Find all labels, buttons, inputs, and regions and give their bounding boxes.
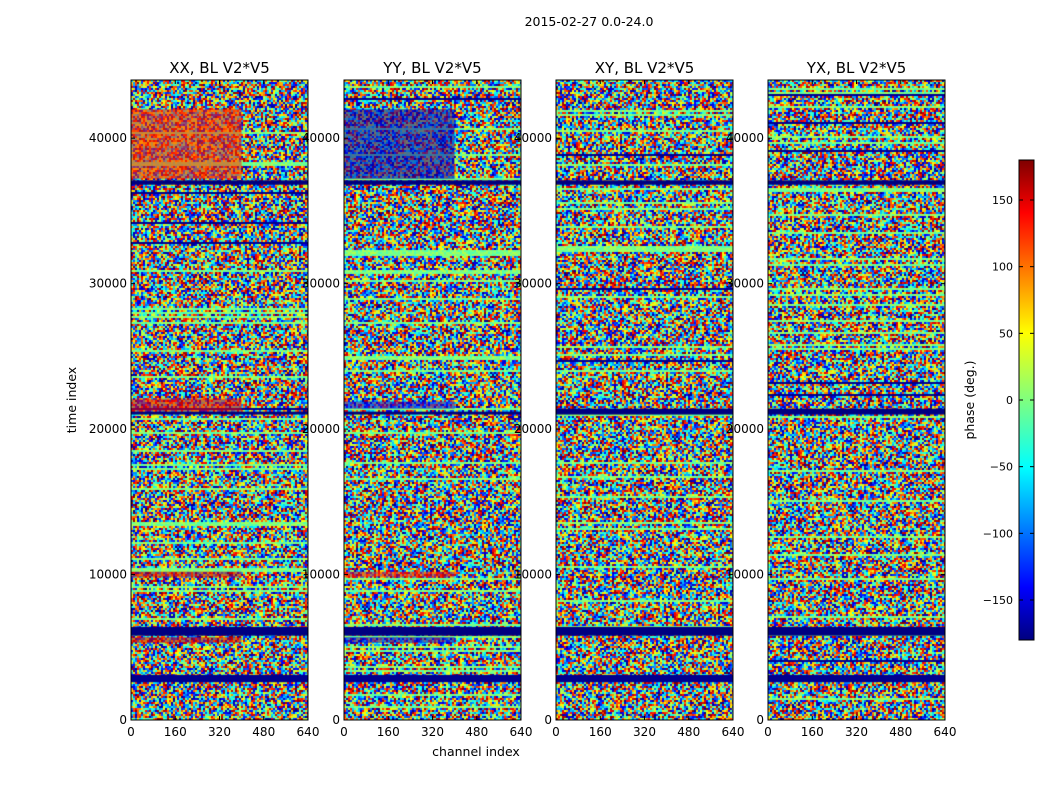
y-tick-label: 40000 — [302, 131, 340, 145]
colorbar-label: phase (deg.) — [962, 361, 977, 440]
panel-xx: XX, BL V2*V5 0 160 320 480 640 0 10000 20000 3000… — [89, 59, 320, 739]
panel-title: YX, BL V2*V5 — [806, 59, 907, 77]
figure-xlabel: channel index — [432, 744, 520, 759]
x-tick-label: 480 — [465, 725, 488, 739]
colorbar-tick-label: −100 — [983, 527, 1013, 540]
colorbar-tick-label: −50 — [990, 461, 1013, 474]
heatmap-image — [556, 80, 733, 720]
y-tick-label: 30000 — [302, 277, 340, 291]
colorbar-tick-label: 150 — [992, 194, 1013, 207]
colorbar-ticks: 150 100 50 0 −50 −100 −150 — [983, 194, 1034, 607]
colorbar-tick-label: 0 — [1006, 394, 1013, 407]
y-tick-label: 10000 — [514, 568, 552, 582]
x-tick-label: 320 — [845, 725, 868, 739]
y-tick-label: 10000 — [726, 568, 764, 582]
panel-title: XY, BL V2*V5 — [595, 59, 695, 77]
y-tick-label: 40000 — [726, 131, 764, 145]
x-tick-label: 480 — [252, 725, 275, 739]
y-tick-label: 10000 — [302, 568, 340, 582]
colorbar-tick-label: 50 — [999, 327, 1013, 340]
x-tick-label: 160 — [801, 725, 824, 739]
y-tick-label: 20000 — [302, 422, 340, 436]
x-tick-label: 160 — [377, 725, 400, 739]
y-tick-label: 20000 — [89, 422, 127, 436]
y-tick-label: 0 — [332, 713, 340, 727]
x-tick-label: 480 — [677, 725, 700, 739]
colorbar-tick-label: 100 — [992, 261, 1013, 274]
x-tick-label: 480 — [889, 725, 912, 739]
heatmap-image — [768, 80, 945, 720]
x-tick-label: 640 — [297, 725, 320, 739]
x-tick-label: 0 — [552, 725, 560, 739]
x-tick-label: 0 — [127, 725, 135, 739]
x-tick-label: 0 — [764, 725, 772, 739]
y-tick-label: 0 — [756, 713, 764, 727]
y-tick-label: 0 — [119, 713, 127, 727]
y-tick-label: 30000 — [726, 277, 764, 291]
panel-title: YY, BL V2*V5 — [382, 59, 481, 77]
x-tick-label: 640 — [934, 725, 957, 739]
colorbar-tick-label: −150 — [983, 594, 1013, 607]
figure-ylabel: time index — [64, 367, 79, 433]
panel-xy: XY, BL V2*V5 0 160 320 480 640 0 10000 20000 3000… — [514, 59, 745, 739]
y-tick-label: 30000 — [89, 277, 127, 291]
heatmap-panels: XX, BL V2*V5 0 160 320 480 640 0 10000 20000 3000… — [89, 59, 957, 739]
x-tick-label: 640 — [722, 725, 745, 739]
y-tick-label: 40000 — [514, 131, 552, 145]
x-tick-label: 640 — [510, 725, 533, 739]
y-tick-label: 30000 — [514, 277, 552, 291]
panel-yy: YY, BL V2*V5 0 160 320 480 640 0 10000 20000 3000… — [302, 59, 533, 739]
x-tick-label: 320 — [421, 725, 444, 739]
x-tick-label: 320 — [633, 725, 656, 739]
panel-yx: YX, BL V2*V5 0 160 320 480 640 0 10000 20000 3000… — [726, 59, 957, 739]
panel-title: XX, BL V2*V5 — [169, 59, 270, 77]
y-tick-label: 20000 — [514, 422, 552, 436]
x-tick-label: 320 — [208, 725, 231, 739]
x-tick-label: 160 — [589, 725, 612, 739]
x-tick-label: 0 — [340, 725, 348, 739]
y-tick-label: 40000 — [89, 131, 127, 145]
y-tick-label: 20000 — [726, 422, 764, 436]
x-tick-label: 160 — [164, 725, 187, 739]
y-tick-label: 0 — [544, 713, 552, 727]
colorbar: 150 100 50 0 −50 −100 −150 phase (deg.) — [962, 159, 1035, 641]
y-tick-label: 10000 — [89, 568, 127, 582]
figure-suptitle: 2015-02-27 0.0-24.0 — [525, 14, 654, 29]
heatmap-image — [131, 80, 308, 720]
heatmap-image — [344, 80, 521, 720]
